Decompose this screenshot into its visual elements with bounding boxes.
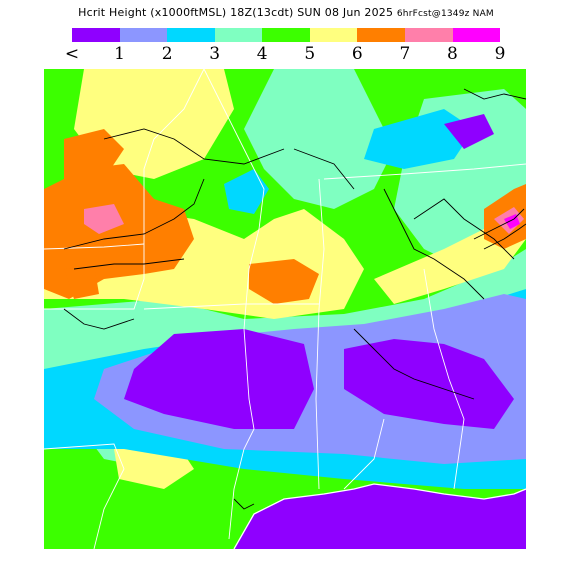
terrain-contour-1 (63, 178, 205, 250)
terrain-contour-4 (293, 148, 355, 190)
band-3-4-north (244, 69, 394, 209)
legend-label-0: < (64, 44, 80, 64)
state-border-7 (44, 243, 145, 250)
legend-label-6: 6 (351, 44, 363, 64)
title-time: 18Z(13cdt) SUN 08 Jun 2025 (230, 6, 394, 19)
legend-swatch-7 (404, 28, 453, 42)
legend-labels: <1 2 3 4 5 6 7 8 9 (52, 44, 532, 64)
terrain-contour-3 (103, 128, 285, 165)
terrain-contour-5 (383, 188, 485, 300)
state-border-8 (143, 303, 319, 310)
terrain-contour-11 (63, 308, 135, 330)
legend-swatch-2 (167, 28, 215, 42)
terrain-contour-9 (353, 328, 475, 400)
state-border-2 (203, 69, 265, 540)
legend-swatch-8 (452, 28, 501, 42)
color-legend (72, 28, 501, 42)
band-2-3-mid (224, 169, 269, 214)
terrain-contour-10 (463, 88, 526, 100)
band-7-8-west (84, 204, 124, 234)
legend-label-9: 9 (494, 44, 506, 64)
band-6-7-w-small (64, 264, 99, 299)
terrain-contour-8 (483, 223, 526, 250)
state-border-1 (44, 69, 205, 310)
legend-swatch-3 (214, 28, 263, 42)
terrain-contour-6 (413, 198, 515, 260)
legend-label-5: 5 (304, 44, 316, 64)
band-lt1-west (124, 329, 314, 429)
band-8-9-ne (504, 214, 520, 229)
band-6-7-nw (64, 129, 124, 179)
legend-label-4: 4 (256, 44, 268, 64)
title-product: 6hrFcst@1349z NAM (396, 9, 494, 19)
legend-swatch-0 (72, 28, 120, 42)
gulf-water (234, 484, 526, 549)
terrain-contour-2 (73, 258, 185, 270)
state-border-3 (44, 443, 125, 549)
state-border-5 (423, 268, 465, 490)
title-main: Hcrit Height (78, 6, 147, 19)
legend-swatch-1 (119, 28, 168, 42)
band-6-7-center (249, 259, 319, 304)
legend-label-1: 1 (114, 44, 125, 64)
legend-label-7: 7 (399, 44, 411, 64)
legend-label-3: 3 (209, 44, 221, 64)
band-lt1-ne (444, 114, 494, 149)
gulf-coastline (233, 483, 526, 549)
legend-swatch-6 (357, 28, 405, 42)
state-border-4 (315, 178, 325, 490)
state-border-9 (343, 418, 385, 490)
title-units: (x1000ftMSL) (150, 6, 227, 19)
terrain-contour-12 (233, 498, 255, 510)
chart-title: Hcrit Height (x1000ftMSL) 18Z(13cdt) SUN… (0, 6, 572, 19)
state-border-6 (323, 163, 526, 180)
legend-swatch-5 (309, 28, 358, 42)
legend-label-8: 8 (447, 44, 458, 64)
band-6-7-west (44, 164, 194, 299)
legend-label-2: 2 (161, 44, 173, 64)
terrain-contour-7 (473, 208, 525, 240)
forecast-map (44, 69, 526, 549)
legend-swatch-4 (262, 28, 310, 42)
